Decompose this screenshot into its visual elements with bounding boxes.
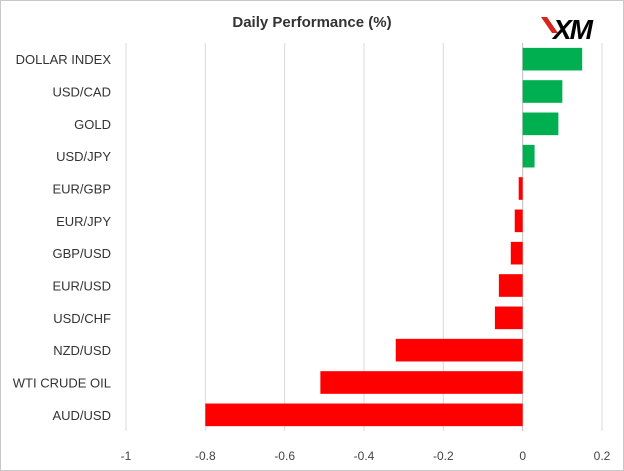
- category-label: NZD/USD: [53, 343, 111, 358]
- x-tick-label: -0.8: [195, 449, 216, 463]
- x-tick-label: -1: [121, 449, 132, 463]
- x-tick-label: 0.2: [594, 449, 611, 463]
- category-label: USD/JPY: [56, 149, 111, 164]
- bar: [522, 47, 583, 71]
- category-label: AUD/USD: [52, 408, 111, 423]
- logo-text: XM: [551, 14, 594, 45]
- xm-logo: XM: [541, 14, 596, 45]
- bars: [205, 47, 583, 427]
- category-label: GBP/USD: [52, 246, 111, 261]
- logo-accent-stripe: [541, 17, 558, 33]
- x-tick-label: -0.4: [354, 449, 375, 463]
- bar: [498, 274, 523, 297]
- x-tick-labels: -1 -0.8 -0.6 -0.4 -0.2 0 0.2: [121, 449, 611, 463]
- category-label: EUR/USD: [52, 279, 111, 294]
- x-tick-label: -0.2: [433, 449, 454, 463]
- bar: [320, 371, 523, 394]
- chart-title: Daily Performance (%): [232, 14, 391, 31]
- bar: [395, 338, 523, 362]
- bar: [514, 209, 523, 233]
- bar: [494, 306, 523, 330]
- category-label: USD/CAD: [52, 85, 111, 100]
- gridlines: [125, 43, 603, 431]
- category-label: USD/CHF: [53, 311, 111, 326]
- category-label: WTI CRUDE OIL: [13, 376, 111, 391]
- x-tick-label: -0.6: [274, 449, 295, 463]
- bar: [522, 112, 559, 136]
- category-label: DOLLAR INDEX: [16, 52, 112, 67]
- category-label: EUR/JPY: [56, 214, 111, 229]
- category-label: EUR/GBP: [52, 182, 111, 197]
- category-labels: DOLLAR INDEX USD/CAD GOLD USD/JPY EUR/GBP EUR…: [13, 52, 112, 423]
- bar: [522, 80, 563, 103]
- bar: [522, 144, 535, 168]
- bar: [510, 241, 523, 265]
- bar: [518, 177, 523, 200]
- bar: [205, 403, 523, 427]
- x-tick-label: 0: [519, 449, 526, 463]
- category-label: GOLD: [74, 117, 111, 132]
